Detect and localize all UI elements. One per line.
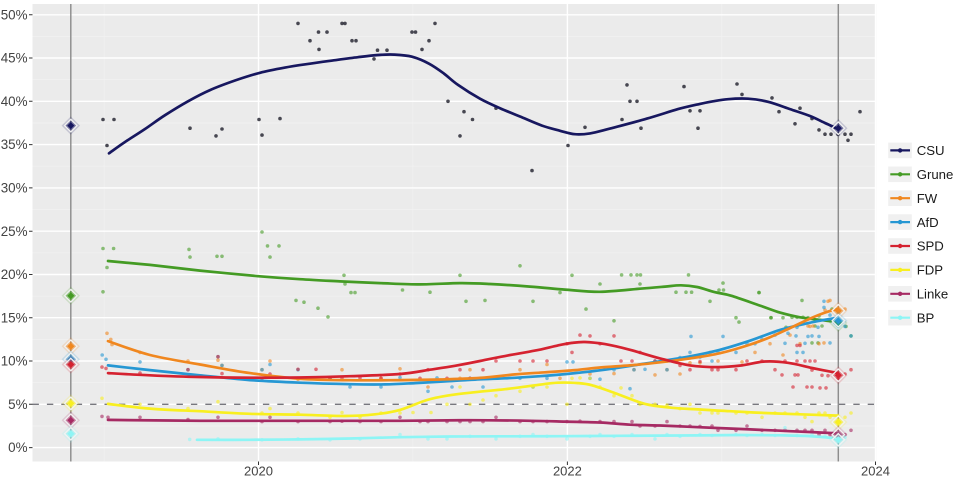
svg-text:2022: 2022 <box>553 463 582 478</box>
svg-text:0%: 0% <box>8 440 27 455</box>
svg-text:25%: 25% <box>1 224 28 239</box>
svg-text:2024: 2024 <box>861 463 890 478</box>
svg-text:2020: 2020 <box>244 463 273 478</box>
svg-text:Grune: Grune <box>917 167 954 182</box>
svg-text:BP: BP <box>917 310 935 325</box>
svg-text:FW: FW <box>917 191 938 206</box>
svg-text:40%: 40% <box>1 94 28 109</box>
svg-text:Linke: Linke <box>917 287 949 302</box>
svg-text:FDP: FDP <box>917 263 944 278</box>
svg-text:AfD: AfD <box>917 215 939 230</box>
svg-text:SPD: SPD <box>917 239 944 254</box>
svg-text:45%: 45% <box>1 51 28 66</box>
svg-text:5%: 5% <box>8 397 27 412</box>
svg-text:15%: 15% <box>1 310 28 325</box>
svg-text:10%: 10% <box>1 354 28 369</box>
svg-text:CSU: CSU <box>917 143 945 158</box>
svg-text:20%: 20% <box>1 267 28 282</box>
svg-text:35%: 35% <box>1 137 28 152</box>
svg-text:30%: 30% <box>1 181 28 196</box>
svg-text:50%: 50% <box>1 7 28 22</box>
